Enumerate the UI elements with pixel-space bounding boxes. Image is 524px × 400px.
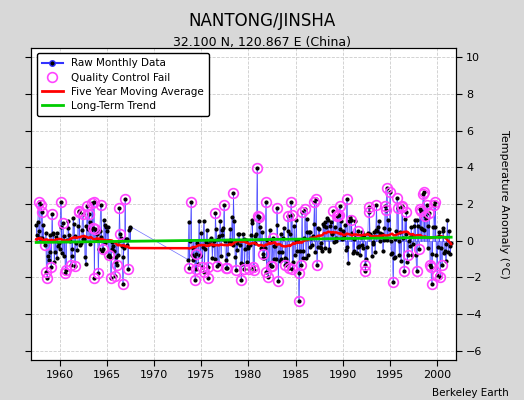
Text: 32.100 N, 120.867 E (China): 32.100 N, 120.867 E (China) xyxy=(173,36,351,49)
Text: Berkeley Earth: Berkeley Earth xyxy=(432,388,508,398)
Text: NANTONG/JINSHA: NANTONG/JINSHA xyxy=(188,12,336,30)
Y-axis label: Temperature Anomaly (°C): Temperature Anomaly (°C) xyxy=(499,130,509,278)
Legend: Raw Monthly Data, Quality Control Fail, Five Year Moving Average, Long-Term Tren: Raw Monthly Data, Quality Control Fail, … xyxy=(37,53,209,116)
